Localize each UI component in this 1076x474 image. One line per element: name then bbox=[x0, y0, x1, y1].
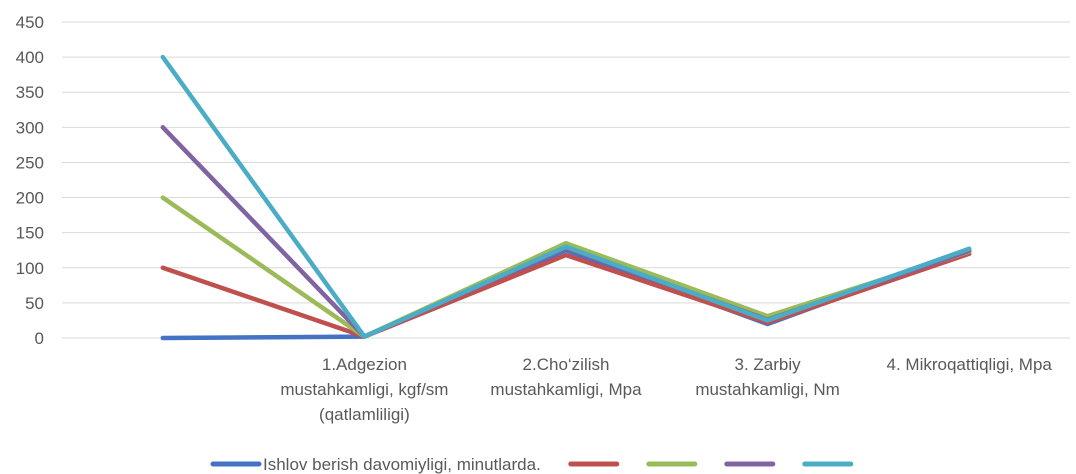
y-tick-label: 50 bbox=[25, 294, 44, 313]
x-axis: 1.Adgezion mustahkamligi, kgf/sm (qatlamli… bbox=[280, 355, 1053, 424]
y-tick-label: 250 bbox=[16, 153, 44, 172]
y-tick-label: 300 bbox=[16, 118, 44, 137]
legend: Ishlov berish davomiyligi, minutlarda. bbox=[210, 455, 854, 474]
y-axis: 0 50 100 150 200 250 300 350 400 450 bbox=[16, 13, 44, 348]
y-tick-label: 0 bbox=[35, 329, 44, 348]
series-line-4 bbox=[160, 125, 972, 339]
x-category-label: 4. Mikroqattiqligi, Mpa bbox=[887, 355, 1053, 374]
series-line-3 bbox=[160, 195, 972, 339]
y-tick-label: 150 bbox=[16, 224, 44, 243]
y-tick-label: 400 bbox=[16, 48, 44, 67]
y-tick-label: 350 bbox=[16, 83, 44, 102]
series-line-2 bbox=[160, 251, 972, 339]
x-category-label: 3. Zarbiy mustahkamligi, Nm bbox=[695, 355, 840, 399]
grid-lines bbox=[62, 21, 1070, 339]
series-lines bbox=[160, 54, 972, 341]
x-category-label: 2.Cho‘zilish mustahkamligi, Mpa bbox=[490, 355, 642, 399]
x-category-label: 1.Adgezion mustahkamligi, kgf/sm (qatlamli… bbox=[280, 355, 448, 424]
y-tick-label: 200 bbox=[16, 189, 44, 208]
series-line-5 bbox=[160, 54, 972, 339]
y-tick-label: 100 bbox=[16, 259, 44, 278]
legend-label-1: Ishlov berish davomiyligi, minutlarda. bbox=[263, 455, 541, 474]
y-tick-label: 450 bbox=[16, 13, 44, 32]
